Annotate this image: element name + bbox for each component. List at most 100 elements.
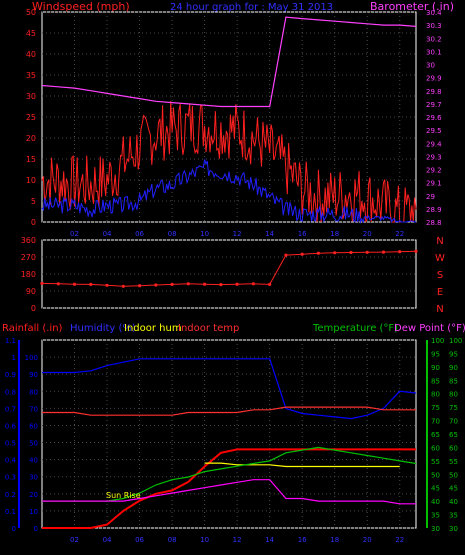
rain-tick-label: 0.4 (5, 457, 17, 465)
dew-point-label: Dew Point (°F) (394, 323, 465, 334)
temp-tick-label: 65 (431, 431, 440, 439)
climate-series (42, 358, 417, 529)
temp-tick-label: 40 (431, 498, 440, 506)
climate-x-tick-label: 06 (135, 536, 144, 544)
wind-x-tick-label: 18 (330, 230, 339, 238)
wind-x-ticks: 02 04 06 08 10 12 14 16 18 20 22 (70, 230, 404, 238)
humidity-tick-label: 90 (29, 371, 38, 379)
wind-series (41, 16, 417, 224)
direction-tick-label: 270 (21, 253, 36, 262)
rainfall-line (42, 448, 416, 529)
temperature-label: Temperature (°F) (312, 323, 398, 334)
baro-tick-label: 30.2 (426, 35, 442, 43)
wind-x-tick-label: 02 (70, 230, 79, 238)
humidity-tick-label: 0 (34, 525, 38, 533)
rain-tick-label: 0.3 (5, 474, 16, 482)
humidity-tick-label: 40 (29, 457, 38, 465)
wind-x-tick-label: 20 (363, 230, 372, 238)
wind-tick-label: 50 (26, 8, 36, 17)
baro-tick-label: 29.3 (426, 153, 442, 161)
baro-tick-label: 30 (426, 62, 435, 70)
wind-x-tick-label: 22 (395, 230, 404, 238)
wind-x-tick-label: 16 (298, 230, 307, 238)
baro-tick-label: 29.7 (426, 101, 442, 109)
temp-tick-label-f: 90 (449, 364, 458, 372)
temp-right-ticks: 30 30 35 35 40 40 45 45 50 50 55 55 60 60 65 65 70 70 75 75… (426, 337, 462, 533)
rain-tick-label: 1.1 (5, 337, 16, 345)
temp-tick-label: 35 (431, 512, 440, 520)
climate-x-tick-label: 12 (233, 536, 242, 544)
humidity-tick-label: 50 (29, 440, 38, 448)
compass-label: W (435, 253, 445, 264)
temp-tick-label: 70 (431, 418, 440, 426)
compass-label: E (437, 287, 443, 298)
temp-tick-label-f: 100 (449, 337, 462, 345)
climate-x-tick-label: 10 (200, 536, 209, 544)
temp-tick-label-f: 50 (449, 471, 458, 479)
humidity-tick-label: 10 (29, 508, 38, 516)
temp-tick-label-f: 40 (449, 498, 458, 506)
temp-tick-label-f: 45 (449, 485, 458, 493)
wind-tick-label: 15 (26, 155, 36, 164)
wind-x-tick-label: 06 (135, 230, 144, 238)
wind-tick-label: 0 (31, 218, 36, 227)
temp-tick-label: 75 (431, 404, 440, 412)
baro-tick-label: 29.1 (426, 180, 442, 188)
temp-tick-label: 95 (431, 350, 440, 358)
rain-tick-label: 0.9 (5, 371, 16, 379)
humidity-tick-label: 70 (29, 405, 38, 413)
barometer-line (41, 16, 417, 108)
temp-tick-label-f: 55 (449, 458, 458, 466)
baro-tick-label: 29.8 (426, 88, 442, 96)
temp-tick-label-f: 35 (449, 512, 458, 520)
temp-tick-label: 100 (431, 337, 444, 345)
wind-tick-label: 45 (26, 29, 36, 38)
wind-grid (42, 11, 416, 223)
wind-tick-label: 30 (26, 92, 36, 101)
temp-tick-label-f: 70 (449, 418, 458, 426)
rain-tick-label: 0.5 (5, 440, 16, 448)
temp-tick-label: 80 (431, 391, 440, 399)
temp-tick-label-f: 60 (449, 444, 458, 452)
baro-tick-label: 29.2 (426, 167, 442, 175)
compass-label: S (437, 270, 443, 281)
indoor-temp-line (42, 406, 416, 416)
climate-x-ticks: 02 04 06 08 10 12 14 16 18 20 22 (70, 536, 404, 544)
humidity-ticks: 0 10 20 30 40 50 60 70 80 90 100 (25, 354, 38, 533)
indoor-hum-line (204, 462, 400, 468)
humidity-tick-label: 80 (29, 388, 38, 396)
wind-tick-label: 10 (26, 176, 36, 185)
humidity-tick-label: 30 (29, 474, 38, 482)
climate-x-tick-label: 14 (265, 536, 274, 544)
compass-label: N (436, 236, 443, 247)
temp-tick-label: 55 (431, 458, 440, 466)
direction-tick-label: 0 (31, 304, 36, 313)
wind-axis-label: Windspeed (mph) (32, 0, 130, 13)
baro-tick-label: 29.4 (426, 140, 442, 148)
humidity-line (42, 358, 417, 420)
sun-rise-annotation: Sun Rise (106, 491, 141, 500)
climate-x-tick-label: 08 (168, 536, 177, 544)
temp-tick-label-f: 85 (449, 377, 458, 385)
humidity-tick-label: 100 (25, 354, 38, 362)
direction-series (40, 249, 418, 288)
temp-tick-label-f: 65 (449, 431, 458, 439)
baro-tick-label: 29.9 (426, 75, 442, 83)
wind-tick-label: 5 (31, 197, 36, 206)
humidity-tick-label: 60 (29, 422, 38, 430)
temp-tick-label: 45 (431, 485, 440, 493)
temp-tick-label-f: 95 (449, 350, 458, 358)
baro-tick-label: 30.3 (426, 22, 442, 30)
temp-tick-label-f: 80 (449, 391, 458, 399)
baro-right-ticks: 28.8 28.9 29 29.1 29.2 29.3 29.4 29.5 29.6 29.7 29… (426, 9, 442, 227)
temp-tick-label: 30 (431, 525, 440, 533)
baro-tick-label: 28.8 (426, 219, 442, 227)
temp-tick-label: 60 (431, 444, 440, 452)
compass-label: N (436, 304, 443, 315)
direction-tick-label: 360 (21, 236, 36, 245)
climate-x-tick-label: 16 (298, 536, 307, 544)
wind-tick-label: 40 (26, 50, 36, 59)
rain-tick-label: 0.2 (5, 491, 16, 499)
rain-tick-label: 1 (12, 354, 16, 362)
